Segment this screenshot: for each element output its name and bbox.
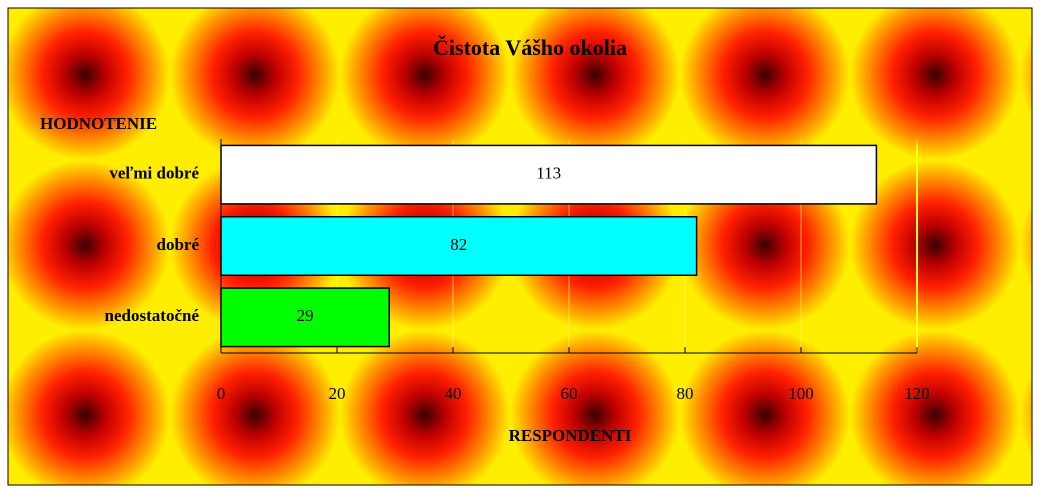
- y-tick-label: veľmi dobré: [109, 164, 199, 183]
- y-axis-title: HODNOTENIE: [40, 114, 157, 133]
- x-axis-title: RESPONDENTI: [509, 426, 632, 445]
- x-tick-label: 80: [677, 384, 694, 403]
- x-tick-label: 60: [561, 384, 578, 403]
- y-tick-label: nedostatočné: [105, 306, 200, 325]
- y-tick-label: dobré: [157, 235, 200, 254]
- chart-title: Čistota Vášho okolia: [433, 35, 627, 60]
- x-tick-label: 20: [329, 384, 346, 403]
- value-label: 82: [450, 235, 467, 254]
- value-label: 113: [536, 164, 561, 183]
- x-tick-label: 0: [217, 384, 226, 403]
- x-tick-label: 40: [445, 384, 462, 403]
- bar: [220, 144, 878, 205]
- x-tick-label: 100: [788, 384, 814, 403]
- bar: [220, 287, 390, 348]
- value-label: 29: [297, 306, 314, 325]
- x-tick-label: 120: [904, 384, 930, 403]
- bar: [220, 216, 698, 276]
